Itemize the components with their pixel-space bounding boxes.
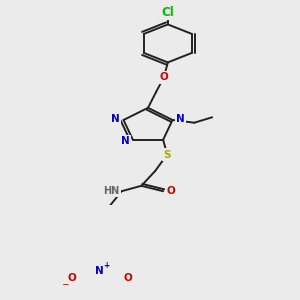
Text: Cl: Cl xyxy=(161,6,174,19)
Text: O: O xyxy=(123,273,132,283)
Text: −: − xyxy=(61,279,69,288)
Text: N: N xyxy=(176,114,185,124)
Text: N: N xyxy=(111,114,120,124)
Text: N: N xyxy=(121,136,129,146)
Text: +: + xyxy=(103,261,110,270)
Text: O: O xyxy=(160,72,168,82)
Text: S: S xyxy=(164,150,171,160)
Text: HN: HN xyxy=(103,186,120,196)
Text: O: O xyxy=(167,186,176,196)
Text: O: O xyxy=(68,273,76,283)
Text: N: N xyxy=(95,266,104,276)
